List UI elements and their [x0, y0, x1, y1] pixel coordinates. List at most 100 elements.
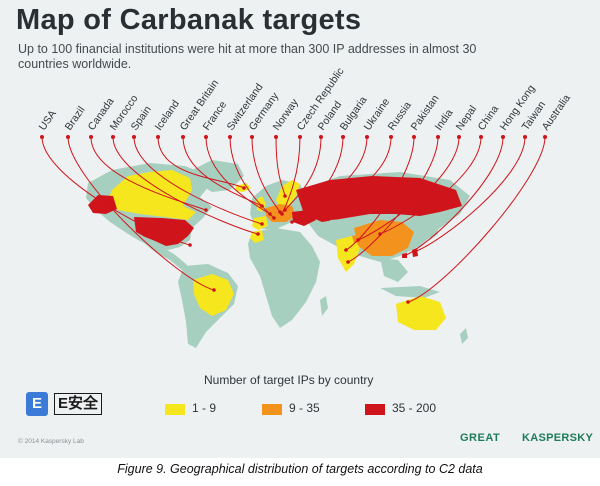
page-title: Map of Carbanak targets [16, 4, 362, 36]
connector-line-pakistan [345, 136, 415, 251]
connector-line-ukraine [297, 136, 368, 217]
continents [86, 160, 470, 348]
target-dot-russia [316, 212, 320, 216]
connector-dot-poland [319, 135, 323, 139]
connector-dot-nepal [457, 135, 461, 139]
country-morocco [250, 230, 264, 243]
connector-dot-taiwan [523, 135, 527, 139]
landmass-indonesia [380, 286, 440, 298]
target-dot-great-britain [260, 204, 264, 208]
landmass-central-america [140, 240, 192, 272]
landmass-new-zealand [460, 328, 468, 344]
connector-line-china [379, 136, 482, 235]
landmass-southeast-asia [380, 258, 408, 282]
target-dot-spain [260, 222, 264, 226]
country-label-usa: USA [37, 108, 59, 133]
connector-line-usa [41, 136, 191, 246]
country-ukraine [292, 210, 316, 226]
landmass-madagascar [320, 296, 328, 316]
connector-dot-czech-republic [298, 135, 302, 139]
connector-line-canada [90, 136, 207, 211]
connector-dot-spain [132, 135, 136, 139]
target-dot-iceland [242, 186, 246, 190]
target-dot-brazil [212, 288, 216, 292]
target-dot-australia [406, 300, 410, 304]
connector-dot-great-britain [181, 135, 185, 139]
landmass-africa [248, 228, 320, 328]
legend-title: Number of target IPs by country [204, 373, 374, 387]
connector-line-taiwan [413, 136, 526, 253]
target-dot-taiwan [412, 250, 416, 254]
connector-line-australia [407, 136, 546, 303]
connector-line-bulgaria [291, 136, 344, 223]
connector-line-hong-kong [403, 136, 504, 257]
connector-line-nepal [357, 136, 460, 241]
target-dot-bulgaria [290, 220, 294, 224]
copyright-text: © 2014 Kaspersky Lab [18, 438, 84, 445]
country-brazil [193, 274, 234, 316]
country-india [336, 236, 360, 272]
connector-dot-iceland [156, 135, 160, 139]
great-logo: GREAT [460, 432, 501, 444]
connector-line-iceland [157, 136, 245, 189]
connector-dot-usa [40, 135, 44, 139]
connector-dot-china [479, 135, 483, 139]
legend-swatch-low [165, 404, 185, 415]
target-dot-china [378, 232, 382, 236]
target-dot-pakistan [344, 248, 348, 252]
connector-line-poland [284, 136, 322, 211]
connector-dots [40, 135, 547, 304]
connector-dot-brazil [66, 135, 70, 139]
country-canada [108, 170, 196, 220]
connector-dot-france [204, 135, 208, 139]
connector-line-brazil [67, 136, 215, 291]
infographic-card: Map of Carbanak targets Up to 100 financ… [0, 0, 600, 458]
connector-line-norway [275, 136, 286, 197]
target-dot-canada [204, 208, 208, 212]
connector-line-spain [133, 136, 263, 225]
legend-label-high: 35 - 200 [392, 401, 437, 415]
connector-dot-bulgaria [341, 135, 345, 139]
connector-dot-ukraine [365, 135, 369, 139]
target-dot-india [346, 260, 350, 264]
country-label-nepal: Nepal [454, 103, 480, 132]
connector-dot-australia [543, 135, 547, 139]
figure-caption: Figure 9. Geographical distribution of t… [117, 462, 483, 476]
kaspersky-logo: KASPERSKY [522, 432, 594, 444]
connector-dot-germany [250, 135, 254, 139]
world-map: USA BrazilCanadaMoroccoSpainIcelandGreat … [37, 66, 573, 348]
page-subtitle: Up to 100 financial institutions were hi… [18, 42, 477, 71]
target-dot-switzerland [272, 216, 276, 220]
country-label-india: India [433, 107, 456, 133]
country-label-iceland: Iceland [153, 98, 182, 133]
country-china [354, 220, 414, 256]
target-dot-morocco [256, 232, 260, 236]
connector-dot-canada [89, 135, 93, 139]
connector-dot-morocco [111, 135, 115, 139]
country-russia [296, 176, 462, 222]
connector-line-germany [251, 136, 281, 213]
target-dot-nepal [356, 238, 360, 242]
country-labels: USA BrazilCanadaMoroccoSpainIcelandGreat … [37, 66, 573, 133]
connector-line-great-britain [182, 136, 263, 207]
country-label-china: China [476, 103, 502, 132]
country-australia [396, 296, 446, 330]
region-alaska [88, 195, 117, 214]
connector-dot-norway [274, 135, 278, 139]
connector-dot-russia [389, 135, 393, 139]
connector-line-morocco [112, 136, 259, 235]
watermark: E E安全 [26, 392, 103, 416]
target-dot-norway [283, 194, 287, 198]
target-dot-czech-republic [280, 212, 284, 216]
watermark-text: E安全 [54, 393, 103, 415]
legend-label-mid: 9 - 35 [289, 401, 320, 415]
legend-swatch-high [365, 404, 385, 415]
connector-dot-switzerland [228, 135, 232, 139]
legend-label-low: 1 - 9 [192, 401, 217, 415]
connector-line-india [347, 136, 439, 263]
connector-dot-india [436, 135, 440, 139]
target-dot-poland [283, 208, 287, 212]
country-usa [134, 217, 194, 246]
target-dot-hong-kong [402, 254, 406, 258]
connector-dot-hong-kong [501, 135, 505, 139]
